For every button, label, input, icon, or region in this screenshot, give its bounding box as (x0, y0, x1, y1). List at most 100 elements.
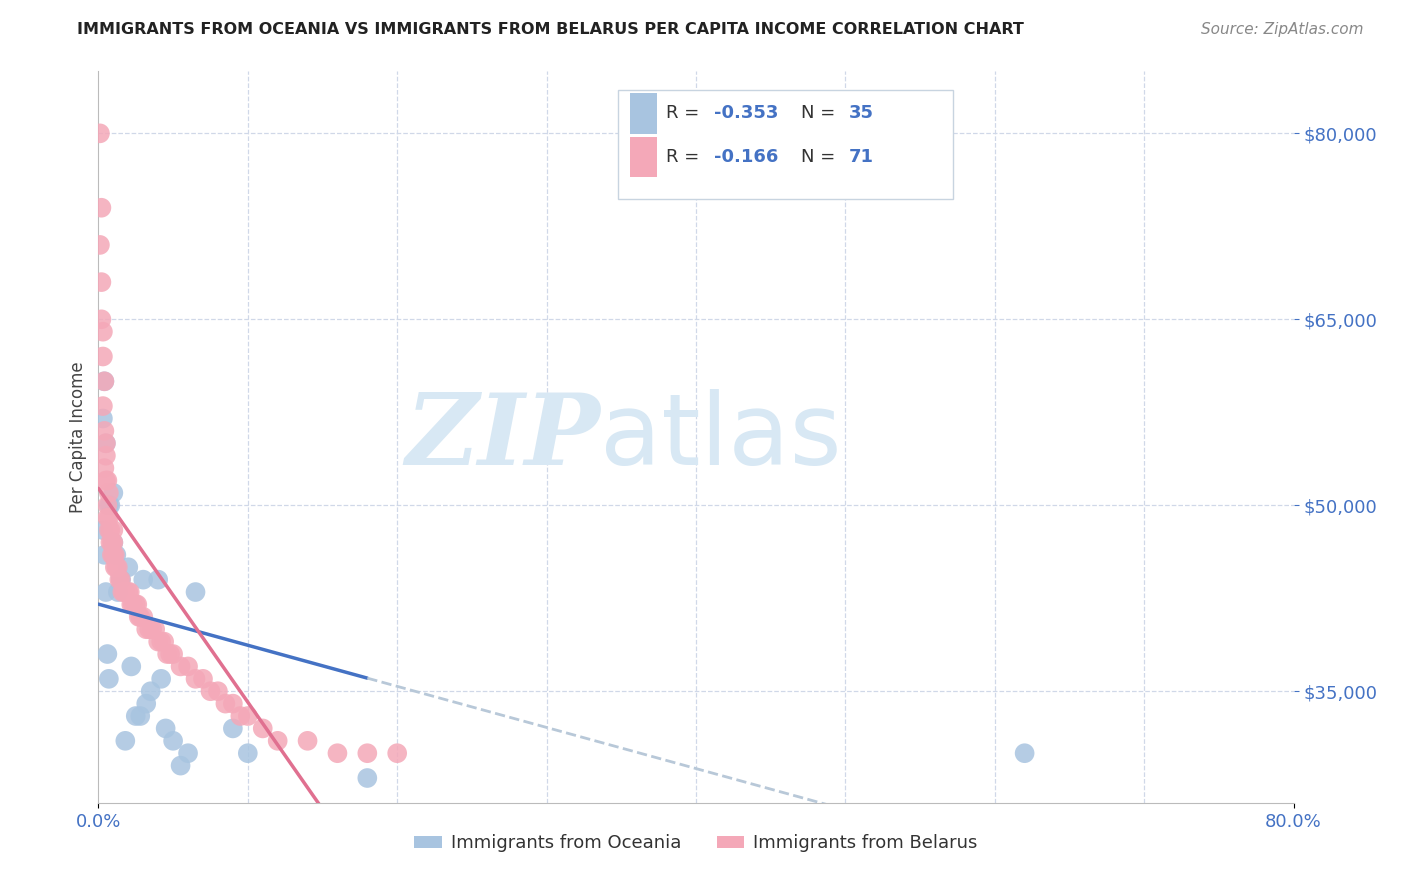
Point (214, 697, 236, 711)
Point (110, 573, 132, 587)
Text: 71: 71 (849, 148, 875, 166)
Y-axis label: Per Capita Income: Per Capita Income (69, 361, 87, 513)
Point (96, 510, 118, 524)
Point (103, 548, 125, 562)
Point (91, 411, 114, 425)
Text: R =: R = (666, 148, 704, 166)
Text: N =: N = (801, 104, 841, 122)
Point (111, 585, 134, 599)
Point (94, 585, 117, 599)
Point (132, 573, 155, 587)
Text: 35: 35 (849, 104, 875, 122)
Point (150, 634, 173, 648)
Text: ZIP: ZIP (405, 389, 600, 485)
Point (101, 535, 124, 549)
Point (139, 684, 162, 698)
Point (105, 548, 128, 562)
Point (91, 523, 114, 537)
Point (356, 771, 378, 785)
Point (169, 758, 191, 772)
Point (93, 424, 115, 438)
Point (326, 746, 349, 760)
Point (252, 722, 274, 736)
Point (107, 560, 129, 574)
Point (184, 585, 207, 599)
Point (90, 312, 112, 326)
Point (162, 734, 184, 748)
Point (105, 560, 128, 574)
Point (94, 436, 117, 450)
Point (141, 622, 163, 636)
Point (103, 523, 125, 537)
Point (177, 659, 200, 673)
Point (385, 746, 409, 760)
Point (93, 374, 115, 388)
Point (96, 647, 118, 661)
Point (104, 548, 127, 562)
FancyBboxPatch shape (630, 94, 657, 134)
Point (114, 585, 136, 599)
Text: -0.353: -0.353 (714, 104, 779, 122)
Point (129, 610, 152, 624)
Point (91, 325, 114, 339)
Point (93, 461, 115, 475)
Point (155, 722, 177, 736)
Point (127, 598, 149, 612)
Point (96, 498, 118, 512)
Point (132, 610, 155, 624)
Point (184, 672, 207, 686)
Point (356, 746, 378, 760)
Point (128, 610, 150, 624)
Point (89, 238, 111, 252)
Point (97, 672, 120, 686)
Point (96, 474, 118, 488)
Point (97, 510, 120, 524)
Point (89, 126, 111, 140)
Point (94, 449, 117, 463)
Point (91, 399, 114, 413)
Point (236, 746, 259, 760)
Point (94, 436, 117, 450)
Point (97, 486, 120, 500)
Point (236, 709, 259, 723)
Point (118, 585, 141, 599)
Point (143, 622, 166, 636)
Point (159, 647, 181, 661)
Point (297, 734, 319, 748)
Point (177, 746, 200, 760)
Point (110, 573, 132, 587)
Point (93, 548, 115, 562)
Point (104, 560, 127, 574)
Point (169, 659, 191, 673)
Text: -0.166: -0.166 (714, 148, 779, 166)
Point (125, 709, 148, 723)
Point (125, 598, 148, 612)
Legend: Immigrants from Oceania, Immigrants from Belarus: Immigrants from Oceania, Immigrants from… (408, 827, 984, 860)
Point (148, 573, 170, 587)
Text: atlas: atlas (600, 389, 842, 485)
Point (120, 598, 142, 612)
Point (112, 585, 135, 599)
Point (229, 709, 252, 723)
Point (91, 350, 114, 364)
Point (191, 672, 214, 686)
Point (90, 275, 112, 289)
Point (98, 523, 122, 537)
Point (121, 598, 143, 612)
Text: IMMIGRANTS FROM OCEANIA VS IMMIGRANTS FROM BELARUS PER CAPITA INCOME CORRELATION: IMMIGRANTS FROM OCEANIA VS IMMIGRANTS FR… (77, 22, 1024, 37)
FancyBboxPatch shape (630, 137, 657, 178)
Point (97, 498, 120, 512)
Point (222, 697, 245, 711)
Point (114, 734, 136, 748)
Text: Source: ZipAtlas.com: Source: ZipAtlas.com (1201, 22, 1364, 37)
Point (120, 659, 142, 673)
Point (117, 560, 139, 574)
Point (222, 722, 245, 736)
Point (156, 647, 179, 661)
Point (153, 634, 176, 648)
Point (150, 672, 173, 686)
Point (108, 573, 131, 587)
Point (135, 622, 157, 636)
Point (103, 535, 125, 549)
Point (94, 474, 117, 488)
